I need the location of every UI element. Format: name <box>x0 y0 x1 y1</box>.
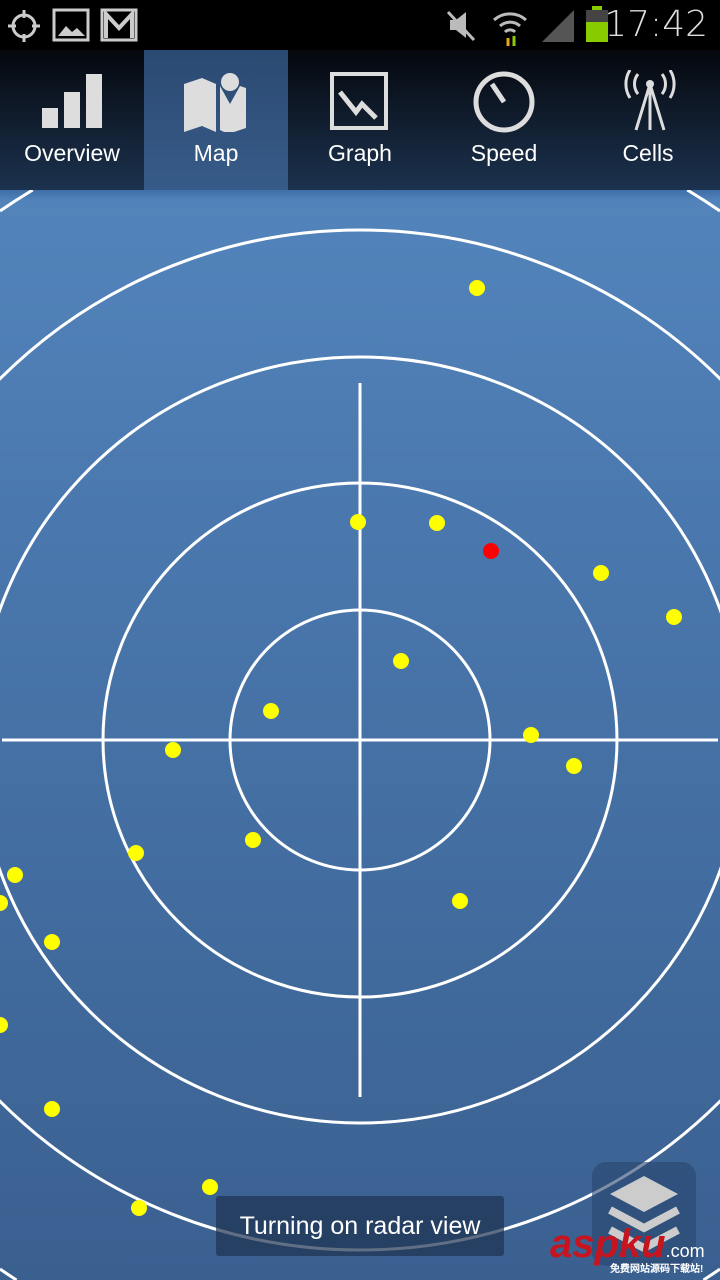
signal-bars-icon <box>42 74 102 128</box>
satellite-dot <box>7 867 23 883</box>
satellite-dot <box>452 893 468 909</box>
tab-overview[interactable]: Overview <box>0 50 144 190</box>
tab-map[interactable]: Map <box>144 50 288 190</box>
wifi-icon <box>493 12 527 46</box>
tab-label: Map <box>193 140 239 166</box>
satellite-dot <box>131 1200 147 1216</box>
tab-cells[interactable]: Cells <box>576 50 720 190</box>
watermark-logo: aspku.com 免费网站源码下载站! <box>550 1222 705 1275</box>
battery-icon <box>586 6 608 42</box>
layers-button[interactable] <box>592 1162 696 1266</box>
satellite-dot <box>128 845 144 861</box>
satellite-dot <box>44 1101 60 1117</box>
toast-message: Turning on radar view <box>216 1196 504 1256</box>
satellite-dot <box>350 514 366 530</box>
status-bar: 17:42 <box>0 0 720 50</box>
signal-icon <box>542 10 574 42</box>
tab-bar: Overview Map Graph Speed Cells <box>0 50 720 190</box>
satellite-dot <box>523 727 539 743</box>
gmail-icon <box>100 8 138 42</box>
mute-icon <box>446 10 476 42</box>
satellite-dot <box>44 934 60 950</box>
tab-label: Cells <box>622 140 674 166</box>
clock: 17:42 <box>604 4 708 45</box>
satellite-dot <box>0 895 8 911</box>
radar-ring-3 <box>0 355 720 1125</box>
tab-label: Graph <box>328 140 392 166</box>
satellite-dot <box>666 609 682 625</box>
satellite-dot <box>469 280 485 296</box>
satellite-dot <box>165 742 181 758</box>
satellite-dot <box>0 1017 8 1033</box>
satellite-dot <box>245 832 261 848</box>
radar-view[interactable] <box>0 190 720 1280</box>
satellite-dot <box>566 758 582 774</box>
satellite-dot <box>263 703 279 719</box>
map-icon <box>184 73 246 132</box>
radar-canvas <box>0 190 720 1280</box>
speedometer-icon <box>473 71 535 133</box>
tab-graph[interactable]: Graph <box>288 50 432 190</box>
tab-label: Overview <box>24 140 120 166</box>
satellite-dot <box>393 653 409 669</box>
tab-label: Speed <box>470 140 538 166</box>
satellite-dot-highlighted <box>483 543 499 559</box>
satellite-dot <box>593 565 609 581</box>
tab-speed[interactable]: Speed <box>432 50 576 190</box>
satellite-dot <box>202 1179 218 1195</box>
layers-icon <box>608 1176 680 1253</box>
gps-icon <box>8 10 40 42</box>
cell-tower-icon <box>624 70 676 131</box>
satellite-dot <box>429 515 445 531</box>
gallery-icon <box>52 8 90 42</box>
graph-icon <box>330 72 388 130</box>
radar-ring-5 <box>0 190 720 1280</box>
